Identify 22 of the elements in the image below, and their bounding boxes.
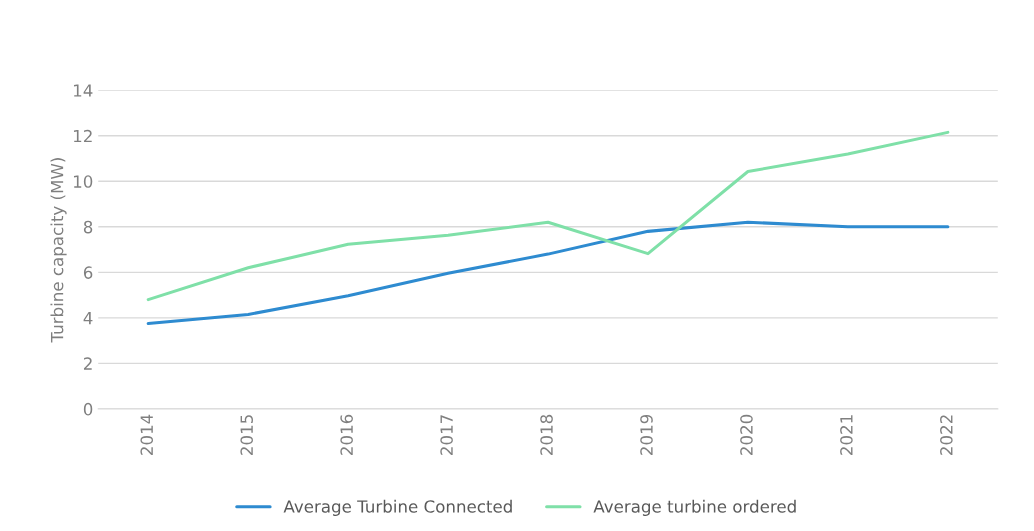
y-tick-label: 0 xyxy=(83,402,93,416)
legend-label: Average turbine ordered xyxy=(593,499,796,516)
x-tick-label: 2021 xyxy=(840,415,853,455)
line-series xyxy=(146,130,950,302)
y-tick-label: 6 xyxy=(83,266,93,279)
y-tick-label: 10 xyxy=(73,175,93,188)
x-tick-label: 2016 xyxy=(340,414,353,455)
x-tick-label: 2022 xyxy=(940,415,953,455)
x-tick-label: 2014 xyxy=(140,414,154,455)
y-axis-title: Turbine capacity (MW) xyxy=(50,158,67,343)
y-tick-label: 14 xyxy=(73,84,93,97)
legend-label: Average Turbine Connected xyxy=(283,499,512,516)
y-tick-label: 8 xyxy=(83,220,93,234)
x-tick-label: 2015 xyxy=(240,415,253,455)
x-tick-label: 2020 xyxy=(740,414,753,455)
y-tick-label: 2 xyxy=(83,357,92,370)
y-tick-label: 12 xyxy=(73,129,92,143)
line-series xyxy=(146,220,950,326)
x-tick-label: 2017 xyxy=(440,415,453,455)
x-tick-label: 2018 xyxy=(540,414,553,455)
y-tick-label: 4 xyxy=(83,312,93,325)
x-tick-label: 2019 xyxy=(640,414,653,455)
